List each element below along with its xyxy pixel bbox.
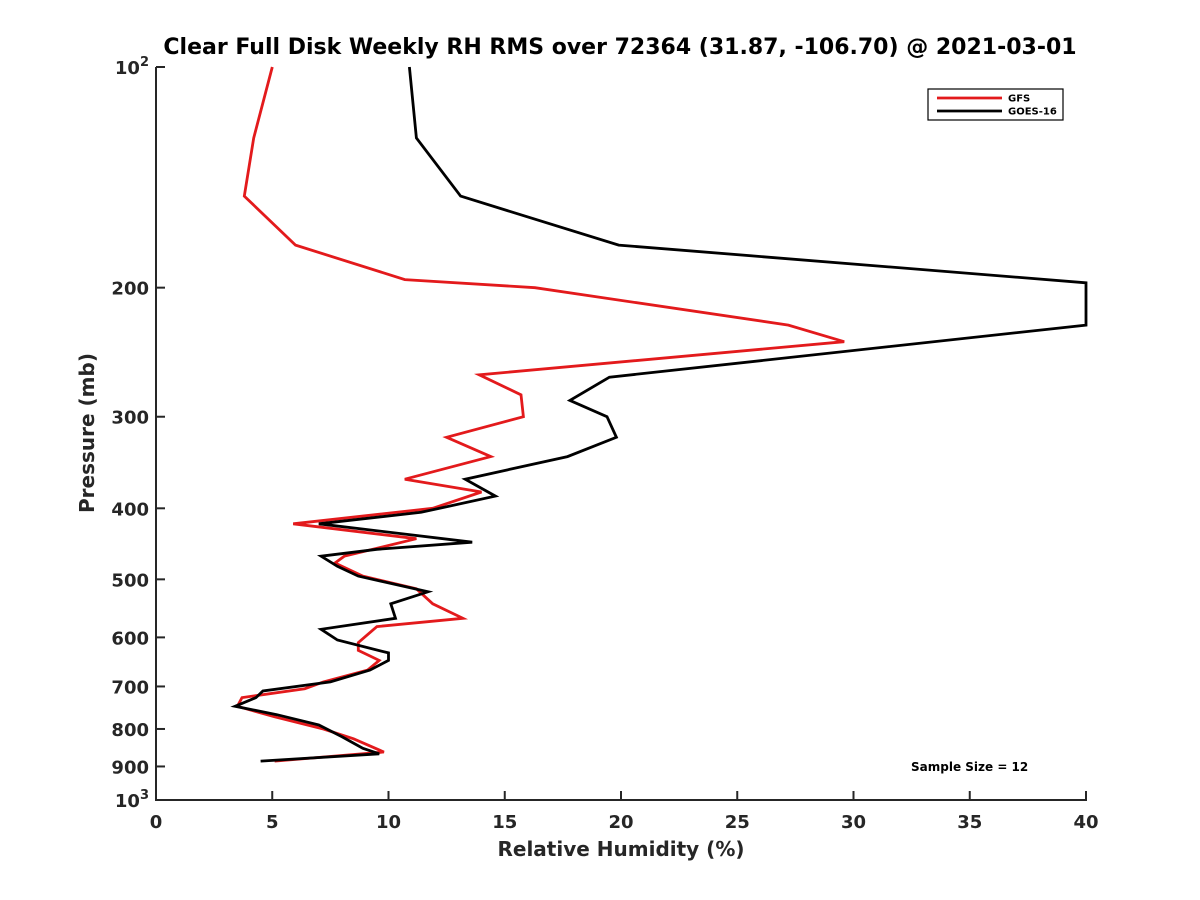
y-tick-label: 500 <box>111 570 149 591</box>
y-ticks: 102 200 300 400 500 600 700 800 900 103 <box>111 55 165 812</box>
x-tick-label: 40 <box>1073 812 1098 833</box>
y-tick-label: 900 <box>111 757 149 778</box>
sample-size-annotation: Sample Size = 12 <box>911 760 1028 774</box>
x-tick-label: 15 <box>492 812 517 833</box>
x-tick-label: 20 <box>608 812 633 833</box>
y-tick-label: 400 <box>111 499 149 520</box>
series-layer <box>230 66 1088 763</box>
y-tick-label: 103 <box>115 788 149 812</box>
legend-label: GOES-16 <box>1008 107 1057 118</box>
y-axis-label: Pressure (mb) <box>75 353 99 513</box>
x-tick-label: 30 <box>841 812 866 833</box>
y-tick-label: 800 <box>111 720 149 741</box>
x-ticks: 0 5 10 15 20 25 30 35 40 <box>150 791 1099 833</box>
y-tick-label: 200 <box>111 279 149 300</box>
y-tick-label: 700 <box>111 677 149 698</box>
chart-title: Clear Full Disk Weekly RH RMS over 72364… <box>163 35 1076 60</box>
x-axis-label: Relative Humidity (%) <box>497 837 744 861</box>
x-tick-label: 25 <box>725 812 750 833</box>
series-line-goes-16 <box>230 66 1088 763</box>
legend: GFS GOES-16 <box>927 88 1064 121</box>
legend-label: GFS <box>1008 94 1030 105</box>
legend-box <box>927 88 1064 121</box>
x-tick-label: 35 <box>957 812 982 833</box>
y-tick-label: 102 <box>115 55 149 79</box>
x-tick-label: 10 <box>376 812 401 833</box>
series-line-gfs <box>235 66 845 763</box>
y-tick-label: 300 <box>111 408 149 429</box>
x-tick-label: 0 <box>150 812 163 833</box>
y-tick-label: 600 <box>111 628 149 649</box>
x-tick-label: 5 <box>266 812 279 833</box>
